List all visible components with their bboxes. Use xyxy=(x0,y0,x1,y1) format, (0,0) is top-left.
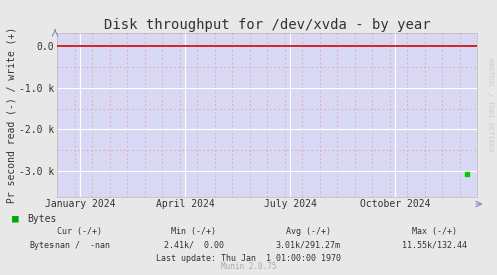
Text: Cur (-/+): Cur (-/+) xyxy=(57,227,102,236)
Y-axis label: Pr second read (-) / write (+): Pr second read (-) / write (+) xyxy=(6,27,16,203)
Text: Avg (-/+): Avg (-/+) xyxy=(286,227,331,236)
Text: ■: ■ xyxy=(12,214,19,224)
Text: Last update: Thu Jan  1 01:00:00 1970: Last update: Thu Jan 1 01:00:00 1970 xyxy=(156,254,341,263)
Text: Munin 2.0.75: Munin 2.0.75 xyxy=(221,262,276,271)
Text: 11.55k/132.44: 11.55k/132.44 xyxy=(403,241,467,250)
Text: 3.01k/291.27m: 3.01k/291.27m xyxy=(276,241,340,250)
Title: Disk throughput for /dev/xvda - by year: Disk throughput for /dev/xvda - by year xyxy=(104,18,430,32)
Text: 2.41k/  0.00: 2.41k/ 0.00 xyxy=(164,241,224,250)
Text: -nan /  -nan: -nan / -nan xyxy=(50,241,109,250)
Text: Bytes: Bytes xyxy=(27,214,57,224)
Text: Bytes: Bytes xyxy=(30,241,55,250)
Text: Min (-/+): Min (-/+) xyxy=(171,227,216,236)
Text: Max (-/+): Max (-/+) xyxy=(413,227,457,236)
Text: RRDTOOL / TOBI OETIKER: RRDTOOL / TOBI OETIKER xyxy=(487,58,493,151)
